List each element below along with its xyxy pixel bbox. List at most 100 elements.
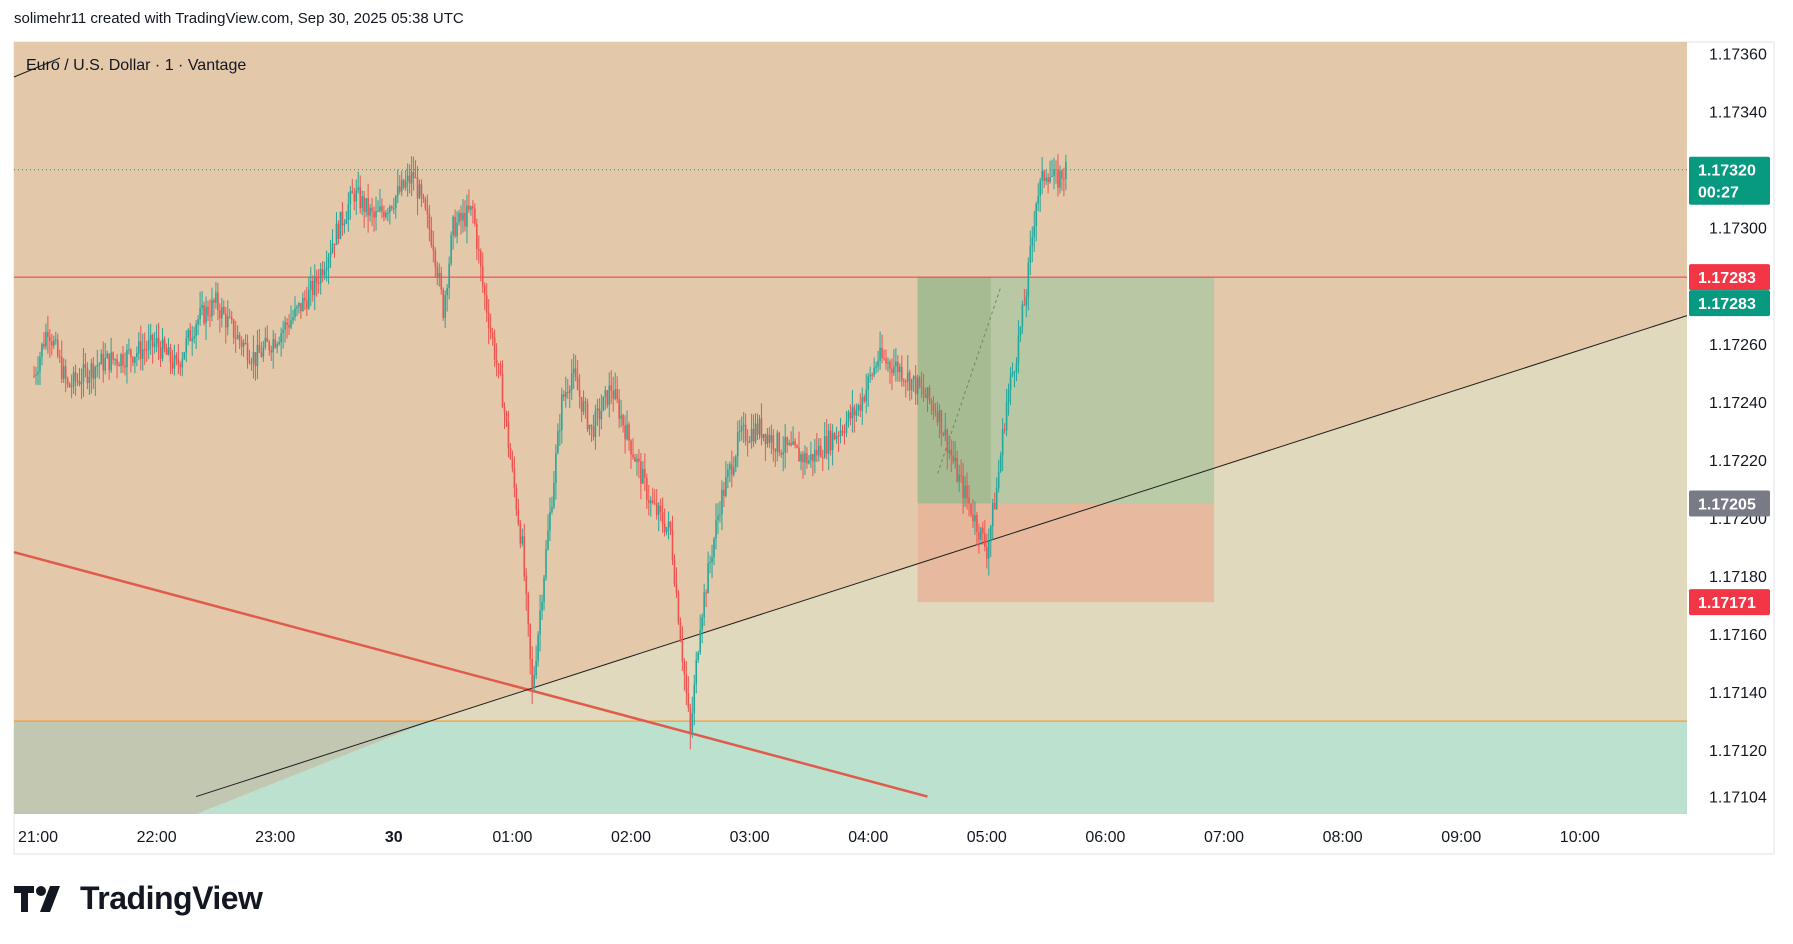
candle-body: [341, 211, 344, 226]
candle: [274, 333, 277, 349]
current-price-tag-label: 1.17320: [1698, 163, 1756, 180]
candle-body: [701, 617, 703, 630]
candle-body: [725, 477, 727, 496]
candle-body: [402, 179, 405, 188]
candle: [865, 373, 868, 414]
candle-body: [602, 396, 605, 411]
candle: [924, 387, 927, 399]
position-path: [937, 286, 1002, 474]
candle: [211, 287, 213, 322]
ascending-trendline[interactable]: [195, 315, 1688, 798]
candle-body: [537, 634, 539, 661]
candle: [908, 369, 911, 401]
time-axis: 21:00 22:00 23:00 30 01:00 02:00 03:00 04:00 05:…: [18, 829, 1600, 846]
candle-body: [379, 206, 381, 211]
candle-body: [561, 394, 563, 430]
candle: [286, 318, 288, 339]
candle: [966, 472, 968, 510]
candle-body: [300, 303, 302, 312]
candle-body: [134, 356, 136, 363]
candle-body: [675, 584, 678, 593]
candle: [51, 334, 53, 356]
candle-body: [750, 428, 753, 442]
candle-body: [116, 359, 118, 365]
candle: [999, 451, 1002, 473]
candle: [796, 444, 798, 449]
candle-body: [252, 352, 255, 364]
candle-body: [564, 392, 567, 398]
candle-body: [242, 342, 245, 347]
candle: [681, 626, 684, 671]
candle: [853, 404, 856, 433]
candle-body: [438, 272, 441, 278]
candle-body: [570, 373, 573, 390]
candle: [464, 200, 466, 232]
candle-body: [80, 381, 83, 385]
candle-body: [976, 515, 978, 532]
candle: [43, 332, 45, 350]
candle: [1043, 169, 1045, 189]
candle: [1013, 370, 1016, 388]
candle-body: [997, 471, 1000, 489]
candle: [363, 191, 365, 228]
candle: [323, 261, 326, 280]
candle: [549, 497, 551, 542]
candle-body: [161, 339, 164, 359]
candle: [385, 209, 387, 220]
y-tick-label: 1.17340: [1709, 105, 1767, 122]
candle: [315, 269, 318, 297]
candle-body: [703, 592, 705, 618]
candle-body: [638, 458, 640, 462]
candle-body: [345, 219, 348, 224]
candle-body: [138, 341, 140, 353]
candle-body: [410, 171, 413, 184]
candle: [833, 431, 836, 441]
candle-body: [991, 502, 994, 527]
candle: [987, 528, 990, 576]
candle-body: [102, 353, 105, 371]
candle-body: [899, 366, 901, 373]
candle-body: [327, 257, 330, 268]
candle: [655, 489, 658, 520]
candle: [839, 417, 842, 444]
candle-body: [659, 505, 662, 512]
candle: [252, 335, 255, 379]
candle: [426, 194, 429, 229]
candle-body: [780, 452, 783, 455]
candle: [1009, 366, 1012, 406]
candle-body: [986, 547, 988, 559]
candle: [725, 461, 727, 498]
candle: [736, 420, 739, 468]
position-stop-zone[interactable]: [917, 503, 1215, 603]
candle: [991, 498, 994, 540]
candle-body: [276, 343, 278, 348]
candle-body: [604, 390, 607, 397]
candle: [398, 175, 401, 195]
candle-body: [375, 211, 377, 218]
candle-body: [211, 299, 213, 317]
candle-body: [159, 347, 162, 359]
candle: [978, 523, 980, 554]
candle: [319, 262, 322, 295]
candle: [250, 357, 253, 371]
candle: [962, 463, 964, 514]
candle-body: [489, 328, 492, 333]
candle-body: [614, 389, 616, 399]
x-tick-label: 22:00: [137, 829, 177, 846]
descending-trendline[interactable]: [13, 550, 928, 798]
candle: [100, 349, 103, 365]
candle-body: [290, 320, 292, 328]
candle-body: [608, 385, 611, 406]
candle: [638, 448, 640, 479]
candle-body: [422, 195, 425, 200]
candle: [511, 450, 514, 473]
candle: [193, 326, 195, 344]
candle: [808, 455, 810, 465]
candle: [230, 311, 233, 325]
candle: [161, 327, 164, 362]
candle: [788, 439, 790, 447]
candle: [120, 352, 122, 374]
candle: [139, 325, 142, 371]
candle-body: [86, 367, 89, 383]
